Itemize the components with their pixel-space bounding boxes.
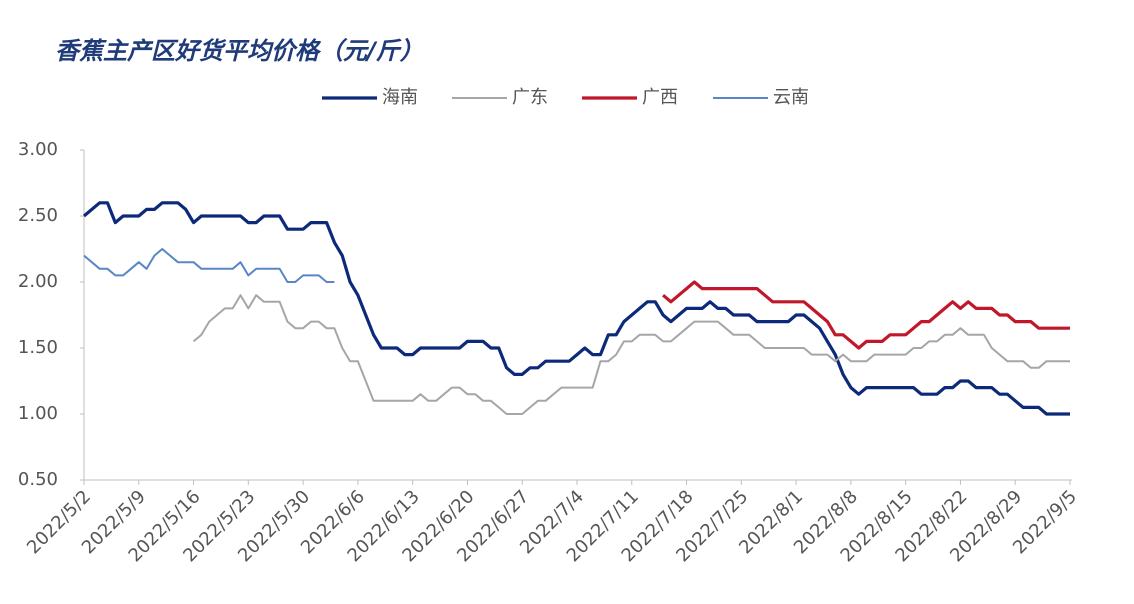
legend-label: 广西 <box>642 87 678 108</box>
y-tick-label: 3.00 <box>18 139 58 160</box>
legend: 海南 广东 广西 云南 <box>322 87 809 108</box>
series-line <box>83 248 335 283</box>
y-tick-label: 1.50 <box>18 337 58 358</box>
legend-label: 云南 <box>773 87 809 108</box>
series-line <box>82 201 1070 416</box>
legend-label: 海南 <box>382 87 418 108</box>
series-line <box>662 280 1070 350</box>
y-tick-label: 2.50 <box>18 205 58 226</box>
y-tick-label: 1.00 <box>18 403 58 424</box>
legend-label: 广东 <box>512 87 548 108</box>
y-tick-label: 0.50 <box>18 469 58 490</box>
series-line <box>192 294 1070 415</box>
y-tick-label: 2.00 <box>18 271 58 292</box>
chart-title: 香蕉主产区好货平均价格（元/斤） <box>55 37 424 65</box>
